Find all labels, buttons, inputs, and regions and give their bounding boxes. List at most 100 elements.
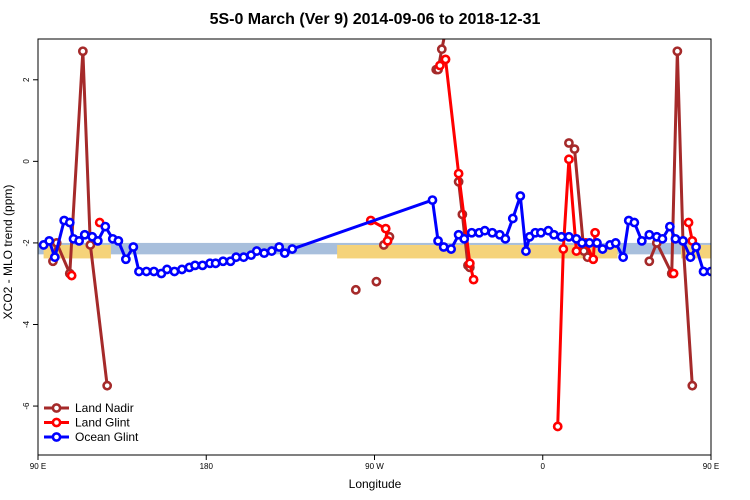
ocean-glint-point [592,238,602,248]
ocean-glint-point [515,191,526,201]
land-nadir-point [442,27,449,34]
ocean-glint-point [577,238,587,248]
ocean-glint-point [64,217,75,228]
land-glint-point [380,223,391,234]
y-tick-label: 0 [22,159,31,164]
ocean-glint-point [120,254,131,265]
ocean-glint-point [190,260,200,271]
legend-label: Land Glint [75,416,130,430]
ocean-glint-point [556,231,567,242]
ocean-glint-point [266,246,277,256]
ocean-glint-point [698,266,709,277]
land-glint-point [435,60,445,71]
legend-marker [51,432,62,442]
ocean-glint-point [507,213,518,224]
ocean-glint-point [535,227,546,238]
ocean-glint-point [479,225,490,236]
ocean-glint-point [279,248,290,259]
land-nadir-point [102,380,113,391]
land-glint-point [382,235,393,246]
ocean-glint-point [584,238,595,248]
ocean-glint-point [113,235,124,246]
ocean-glint-point [134,266,144,277]
ocean-glint-point [197,260,208,271]
ocean-glint-point [657,233,668,244]
ocean-glint-line [42,194,711,276]
legend-marker [51,403,62,413]
land-glint-line [556,157,597,427]
ocean-glint-point [259,248,270,259]
ocean-glint-point [459,233,470,244]
land-nadir-point [371,276,382,287]
ocean-glint-point [487,227,498,238]
land-glint-point [571,246,582,256]
legend-marker [51,417,62,428]
ocean-glint-point [100,221,111,232]
chart-title: 5S-0 March (Ver 9) 2014-09-06 to 2018-12… [210,11,541,28]
ocean-glint-point [210,258,221,269]
land-nadir-point [436,44,447,55]
land-glint-point [683,217,694,228]
ocean-glint-point [92,235,103,246]
ocean-glint-point [610,238,621,248]
land-glint-point [468,274,479,285]
ocean-glint-point [141,266,152,277]
ocean-glint-point [177,264,187,275]
ocean-glint-point [664,221,675,232]
y-tick-label: -2 [22,239,31,247]
ocean-glint-point [79,229,90,240]
ocean-glint-point [149,266,159,277]
ocean-glint-point [446,244,457,254]
ocean-glint-point [44,235,55,246]
y-tick-label: 2 [22,77,31,82]
ocean-glint-point [238,252,249,263]
axes: 90 E 180 90 W 0 90 E -6 -4 -2 0 2 [22,38,719,471]
x-axis-label: Longitude [349,477,402,491]
ocean-glint-point [691,242,701,252]
land-glint-point [440,54,451,65]
y-tick-label: -6 [22,402,31,410]
land-nadir-point [672,46,683,57]
ocean-glint-point [618,252,629,263]
ocean-glint-point [128,242,139,252]
ocean-glint-point [564,231,574,242]
y-tick-label: -4 [22,320,31,328]
x-tick-label: 0 [541,462,546,471]
ocean-glint-point [706,266,711,277]
ocean-glint-point [231,252,242,263]
land-glint-point [558,244,569,254]
ocean-glint-point [218,256,228,267]
ocean-glint-point [433,235,443,246]
ocean-glint-point [500,233,511,244]
x-tick-label: 90 W [365,462,384,471]
ocean-glint-point [521,246,531,256]
ocean-glint-point [169,266,180,277]
x-tick-label: 180 [200,462,214,471]
ocean-glint-point [466,227,477,238]
ocean-glint-point [74,235,85,246]
land-nadir-point [644,256,655,267]
ocean-glint-point [274,242,285,252]
land-glint-point [590,227,600,238]
x-tick-label: 90 E [703,462,719,471]
x-tick-label: 90 E [30,462,46,471]
yellow-band [337,244,618,259]
land-glint-point [453,168,464,179]
land-nadir-point [77,46,88,57]
ocean-glint-point [162,264,172,275]
ocean-glint-point [597,244,608,254]
land-nadir-point [687,380,698,391]
ocean-glint-point [438,242,449,252]
ocean-glint-point [549,229,559,240]
land-nadir-point [85,240,96,250]
ocean-glint-point [427,195,438,205]
ocean-glint-point [636,235,647,246]
series-layer [38,27,711,432]
ocean-glint-point [644,229,655,240]
ocean-glint-point [678,235,688,246]
land-glint-point [464,258,475,269]
ocean-glint-point [49,252,60,263]
land-nadir-point [569,144,580,155]
ocean-glint-point [251,246,262,256]
